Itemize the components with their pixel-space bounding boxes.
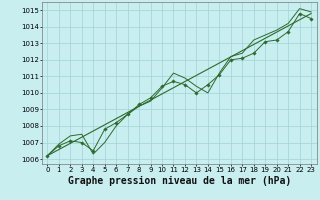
X-axis label: Graphe pression niveau de la mer (hPa): Graphe pression niveau de la mer (hPa)	[68, 176, 291, 186]
